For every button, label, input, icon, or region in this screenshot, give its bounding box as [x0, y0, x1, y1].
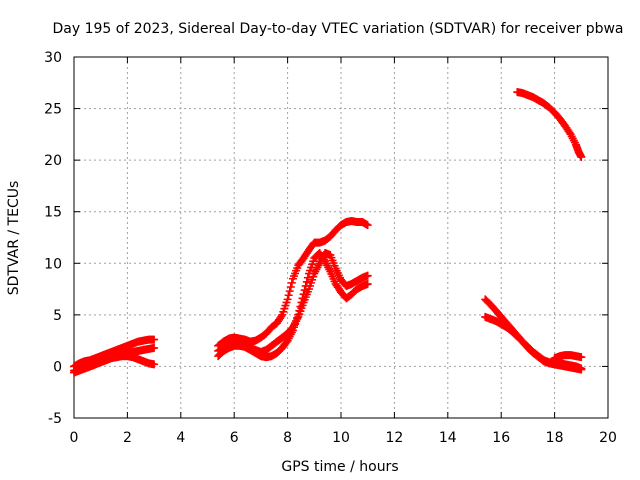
- data-point: [284, 291, 293, 300]
- data-point: [363, 279, 372, 288]
- data-point: [286, 283, 295, 292]
- series-arc-4: [513, 88, 586, 162]
- x-tick-label: 10: [332, 430, 350, 446]
- data-point: [363, 221, 372, 230]
- data-point: [577, 364, 586, 373]
- data-point: [577, 153, 586, 162]
- series-arc-2c: [214, 248, 372, 356]
- data-point: [577, 353, 586, 362]
- x-tick-label: 14: [439, 430, 457, 446]
- data-point: [287, 278, 296, 287]
- data-point: [150, 343, 159, 352]
- y-axis-label: SDTVAR / TECUs: [6, 181, 22, 296]
- y-tick-label: 0: [53, 359, 62, 375]
- y-tick-label: 5: [53, 308, 62, 324]
- x-tick-label: 20: [599, 430, 617, 446]
- data-series: [70, 88, 586, 377]
- data-point: [302, 277, 311, 286]
- y-tick-label: 25: [44, 102, 62, 118]
- series-arc-3c: [550, 351, 586, 363]
- axis-ticks: 0 2 4 6 8 10 12 14 16 18 20 -5 0 5 10 15 20 25 30: [44, 50, 617, 446]
- x-tick-label: 6: [230, 430, 239, 446]
- data-point: [277, 312, 286, 321]
- series-arc-3b: [481, 312, 586, 373]
- x-tick-label: 12: [385, 430, 403, 446]
- x-tick-label: 8: [283, 430, 292, 446]
- y-tick-label: 15: [44, 205, 62, 221]
- x-tick-label: 4: [176, 430, 185, 446]
- x-tick-label: 2: [123, 430, 132, 446]
- x-axis-label: GPS time / hours: [281, 459, 398, 475]
- data-point: [303, 273, 312, 282]
- chart-title: Day 195 of 2023, Sidereal Day-to-day VTE…: [52, 21, 623, 37]
- y-tick-label: -5: [48, 411, 62, 427]
- data-point: [150, 360, 159, 369]
- x-tick-label: 18: [546, 430, 564, 446]
- y-tick-label: 10: [44, 256, 62, 272]
- y-tick-label: 30: [44, 50, 62, 66]
- y-tick-label: 20: [44, 153, 62, 169]
- data-point: [285, 287, 294, 296]
- series-arc-2b: [214, 216, 372, 350]
- x-tick-label: 0: [70, 430, 79, 446]
- x-tick-label: 16: [492, 430, 510, 446]
- data-point: [150, 335, 159, 344]
- data-point: [283, 295, 292, 304]
- series-arc-1b: [70, 335, 159, 371]
- data-point: [363, 271, 372, 280]
- series-arc-1c: [70, 352, 159, 375]
